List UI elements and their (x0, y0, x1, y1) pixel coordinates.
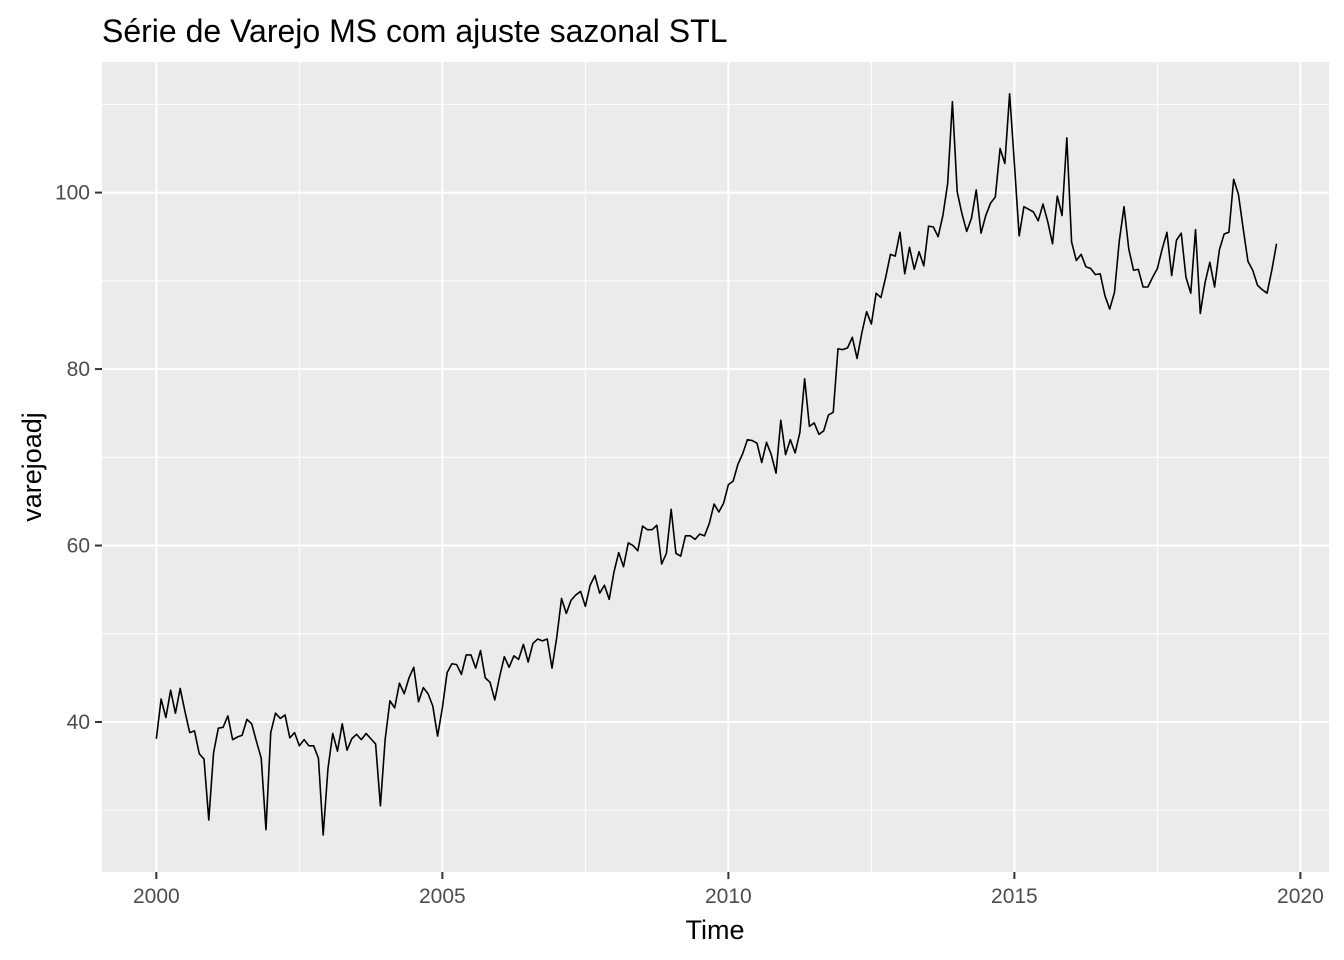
y-tick-label: 40 (67, 711, 90, 734)
y-axis-title: varejoadj (17, 412, 47, 522)
x-tick-label: 2005 (419, 885, 466, 908)
chart-title: Série de Varejo MS com ajuste sazonal ST… (102, 13, 727, 49)
y-tick-label: 60 (67, 535, 90, 558)
y-tick-label: 80 (67, 358, 90, 381)
x-axis: 2000 2005 2010 2015 2020 (133, 872, 1324, 908)
x-tick-label: 2010 (705, 885, 752, 908)
x-tick-label: 2015 (991, 885, 1038, 908)
minor-grid (102, 62, 1329, 872)
y-axis: 40 60 80 100 (55, 182, 102, 734)
x-tick-label: 2020 (1277, 885, 1324, 908)
x-tick-label: 2000 (133, 885, 180, 908)
plot-panel (102, 62, 1329, 872)
y-tick-label: 100 (55, 182, 90, 205)
x-axis-title: Time (686, 915, 745, 945)
series-line (155, 92, 1278, 836)
